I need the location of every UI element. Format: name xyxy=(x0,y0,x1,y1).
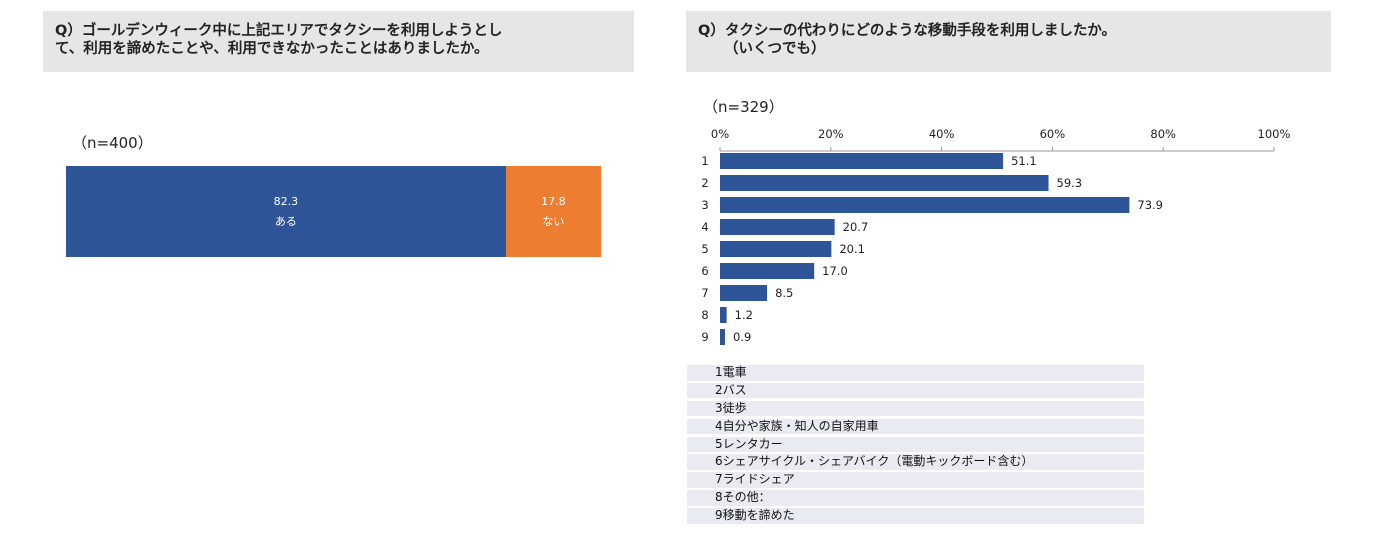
stacked-bar-chart: 82.3 ある 17.8 ない xyxy=(66,166,601,257)
legend-item: 4自分や家族・知人の自家用車 xyxy=(687,418,1144,435)
right-question-line-1: Q）タクシーの代わりにどのような移動手段を利用しましたか。 xyxy=(698,23,1117,39)
bar-value-label: 17.0 xyxy=(822,264,848,278)
bar xyxy=(720,197,1130,213)
category-label: 4 xyxy=(701,220,708,234)
x-tick-label: 80% xyxy=(1150,127,1176,141)
x-tick-label: 60% xyxy=(1040,127,1066,141)
category-label: 5 xyxy=(701,242,708,256)
legend-item: 6シェアサイクル・シェアバイク（電動キックボード含む） xyxy=(687,454,1144,470)
left-question-line-1: Q）ゴールデンウィーク中に上記エリアでタクシーを利用しようとし xyxy=(55,23,503,39)
bar xyxy=(720,329,725,345)
legend-item: 9移動を諦めた xyxy=(687,508,1144,524)
bar-value-label: 20.1 xyxy=(839,242,865,256)
category-legend: 1電車 2バス 3徒歩 4自分や家族・知人の自家用車 5レンタカー 6シェアサイ… xyxy=(687,365,1144,526)
x-tick-label: 40% xyxy=(929,127,955,141)
left-sample-size: （n=400） xyxy=(72,134,153,152)
category-label: 7 xyxy=(701,286,708,300)
right-sample-size: （n=329） xyxy=(703,98,784,116)
segment-value-nai: 17.8 xyxy=(541,194,566,208)
bar xyxy=(720,153,1004,169)
left-question-line-2: て、利用を諦めたことや、利用できなかったことはありましたか。 xyxy=(55,41,489,57)
category-label: 3 xyxy=(701,198,708,212)
right-question-line-2: （いくつでも） xyxy=(724,41,826,57)
bar xyxy=(720,307,727,323)
x-tick-label: 100% xyxy=(1258,127,1291,141)
category-label: 2 xyxy=(701,176,708,190)
bar-value-label: 1.2 xyxy=(735,308,753,322)
category-label: 8 xyxy=(701,308,708,322)
bar-value-label: 20.7 xyxy=(843,220,869,234)
category-label: 1 xyxy=(701,154,708,168)
bar xyxy=(720,263,815,279)
segment-value-aru: 82.3 xyxy=(273,194,299,208)
x-tick-label: 20% xyxy=(818,127,844,141)
legend-item: 5レンタカー xyxy=(687,436,1144,453)
bar-value-label: 51.1 xyxy=(1011,154,1037,168)
bar xyxy=(720,175,1049,191)
segment-label-nai: ない xyxy=(542,214,565,228)
bar xyxy=(720,241,832,257)
transport-bar-chart: 0% 20% 40% 60% 80% 100% 1 51.1 2 59.3 3 73.9 4 20.7 5 2… xyxy=(701,127,1291,345)
legend-item: 8その他： xyxy=(687,490,1144,506)
segment-label-aru: ある xyxy=(274,214,297,228)
bar-value-label: 59.3 xyxy=(1057,176,1083,190)
stacked-segment-aru: 82.3 ある xyxy=(66,166,506,257)
legend-item: 3徒歩 xyxy=(687,400,1144,417)
category-label: 6 xyxy=(701,264,708,278)
category-label: 9 xyxy=(701,330,708,344)
bar xyxy=(720,219,835,235)
legend-item: 7ライドシェア xyxy=(687,472,1144,488)
legend-item: 2バス xyxy=(687,382,1144,399)
legend-item: 1電車 xyxy=(687,365,1144,381)
x-tick-label: 0% xyxy=(711,127,729,141)
left-question-box: Q）ゴールデンウィーク中に上記エリアでタクシーを利用しようとし て、利用を諦めた… xyxy=(43,11,634,72)
bar-value-label: 73.9 xyxy=(1137,198,1163,212)
stacked-segment-nai: 17.8 ない xyxy=(505,166,601,257)
bar-value-label: 0.9 xyxy=(733,330,751,344)
bar-value-label: 8.5 xyxy=(775,286,793,300)
bar xyxy=(720,285,768,301)
right-question-box: Q）タクシーの代わりにどのような移動手段を利用しましたか。 （いくつでも） xyxy=(686,11,1331,72)
